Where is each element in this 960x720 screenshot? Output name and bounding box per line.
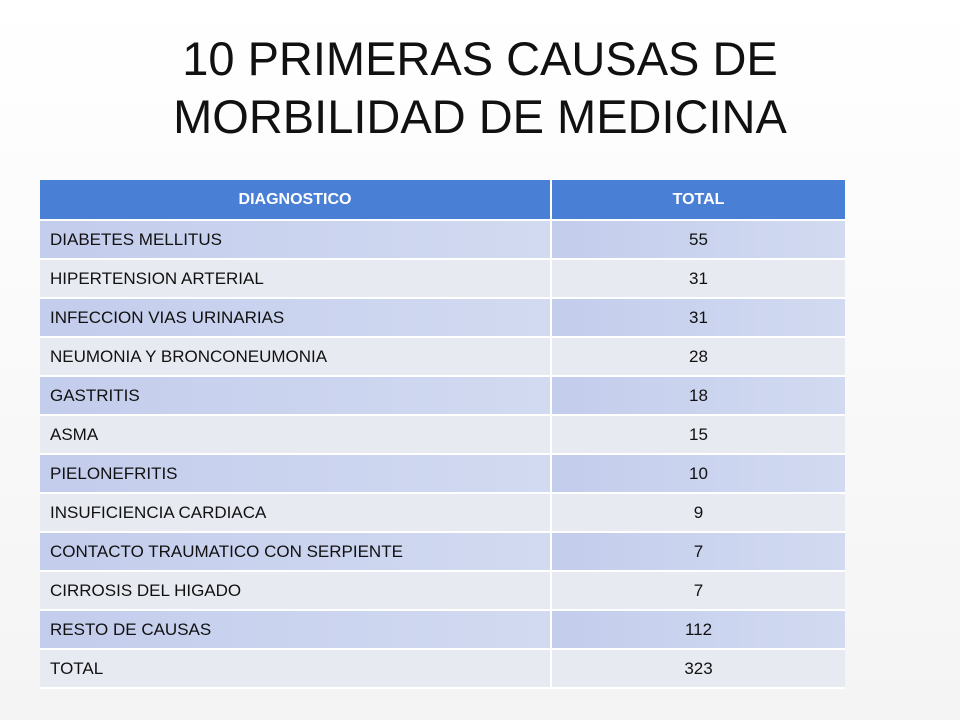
diagnosis-cell: PIELONEFRITIS <box>40 454 552 494</box>
column-header: TOTAL <box>551 180 845 221</box>
diagnosis-cell: INSUFICIENCIA CARDIACA <box>40 493 552 533</box>
table-header: DIAGNOSTICO TOTAL <box>40 180 845 221</box>
table-body: DIABETES MELLITUS 55 HIPERTENSION ARTERIAL… <box>40 220 845 689</box>
table-row: CIRROSIS DEL HIGADO 7 <box>40 571 845 611</box>
slide-title: 10 PRIMERAS CAUSAS DE MORBILIDAD DE MEDI… <box>173 32 787 143</box>
table-row: INFECCION VIAS URINARIAS 31 <box>40 298 845 338</box>
total-cell: 7 <box>551 532 845 572</box>
table: DIAGNOSTICO TOTAL DIABETES MELLITUS 55 HIP… <box>40 180 845 689</box>
table-row: DIABETES MELLITUS 55 <box>40 220 845 260</box>
diagnosis-cell: INFECCION VIAS URINARIAS <box>40 298 552 338</box>
table-row: TOTAL 323 <box>40 649 845 689</box>
diagnosis-cell: HIPERTENSION ARTERIAL <box>40 259 552 299</box>
total-cell: 323 <box>551 649 845 689</box>
total-cell: 15 <box>551 415 845 455</box>
total-cell: 55 <box>551 220 845 260</box>
total-cell: 10 <box>551 454 845 494</box>
diagnosis-cell: GASTRITIS <box>40 376 552 416</box>
total-cell: 18 <box>551 376 845 416</box>
diagnosis-cell: DIABETES MELLITUS <box>40 220 552 260</box>
table-row: GASTRITIS 18 <box>40 376 845 416</box>
total-cell: 31 <box>551 259 845 299</box>
diagnosis-cell: CIRROSIS DEL HIGADO <box>40 571 552 611</box>
total-cell: 112 <box>551 610 845 650</box>
diagnosis-cell: TOTAL <box>40 649 552 689</box>
table-row: NEUMONIA Y BRONCONEUMONIA 28 <box>40 337 845 377</box>
diagnosis-cell: CONTACTO TRAUMATICO CON SERPIENTE <box>40 532 552 572</box>
total-cell: 28 <box>551 337 845 377</box>
table-row: HIPERTENSION ARTERIAL 31 <box>40 259 845 299</box>
total-cell: 9 <box>551 493 845 533</box>
diagnosis-cell: NEUMONIA Y BRONCONEUMONIA <box>40 337 552 377</box>
table-row: PIELONEFRITIS 10 <box>40 454 845 494</box>
column-header: DIAGNOSTICO <box>40 180 552 221</box>
total-cell: 31 <box>551 298 845 338</box>
table-row: RESTO DE CAUSAS 112 <box>40 610 845 650</box>
diagnosis-cell: RESTO DE CAUSAS <box>40 610 552 650</box>
header-row: DIAGNOSTICO TOTAL <box>40 180 845 221</box>
table-row: ASMA 15 <box>40 415 845 455</box>
diagnosis-cell: ASMA <box>40 415 552 455</box>
total-cell: 7 <box>551 571 845 611</box>
table-row: INSUFICIENCIA CARDIACA 9 <box>40 493 845 533</box>
table-row: CONTACTO TRAUMATICO CON SERPIENTE 7 <box>40 532 845 572</box>
